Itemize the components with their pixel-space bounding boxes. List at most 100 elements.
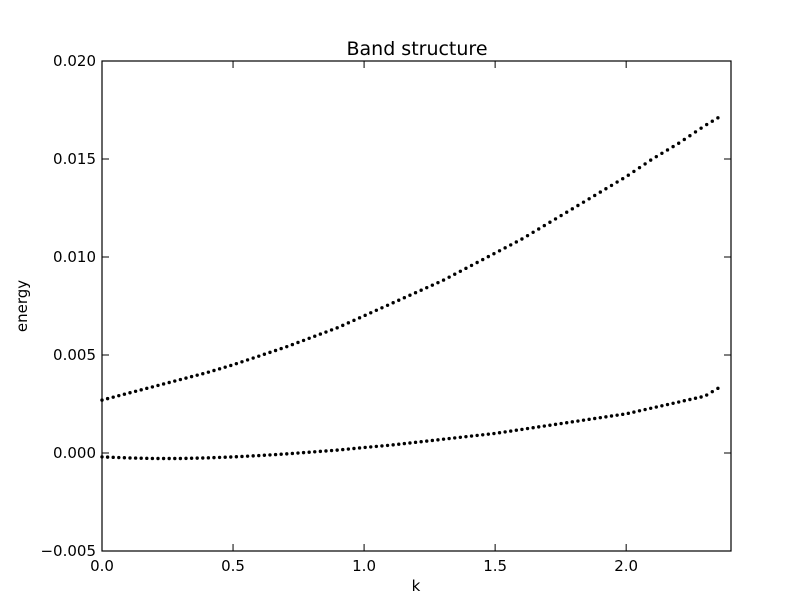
data-point xyxy=(273,452,278,457)
data-point xyxy=(682,399,687,403)
data-point xyxy=(268,350,272,355)
data-point xyxy=(682,137,687,142)
data-point xyxy=(335,326,339,330)
data-point xyxy=(671,401,675,405)
data-point xyxy=(660,404,664,408)
data-point xyxy=(167,380,171,385)
data-point xyxy=(553,217,558,221)
data-point xyxy=(217,455,222,460)
data-point xyxy=(223,365,227,369)
chart-title: Band structure xyxy=(346,38,487,60)
data-point xyxy=(419,439,423,444)
data-point xyxy=(324,449,328,453)
data-point xyxy=(290,451,295,456)
data-point xyxy=(441,278,446,282)
data-point xyxy=(565,210,569,214)
data-point xyxy=(413,291,418,295)
data-point xyxy=(537,425,541,429)
data-point xyxy=(402,296,407,300)
band-1 xyxy=(100,116,720,402)
data-point xyxy=(665,402,670,407)
x-tick-label: 2.0 xyxy=(614,557,638,575)
data-point xyxy=(464,266,468,271)
data-point xyxy=(548,423,552,427)
data-point xyxy=(710,119,714,123)
data-point xyxy=(626,411,631,416)
data-point xyxy=(296,340,300,345)
data-point xyxy=(245,454,250,458)
data-point xyxy=(117,393,121,398)
data-point xyxy=(324,330,328,334)
data-point xyxy=(693,396,698,400)
data-point xyxy=(397,442,401,446)
data-point xyxy=(352,318,356,323)
data-point xyxy=(346,321,351,325)
data-point xyxy=(234,361,239,366)
data-point xyxy=(447,436,451,441)
data-point xyxy=(626,173,631,177)
data-point xyxy=(593,193,597,198)
data-point xyxy=(369,445,373,449)
data-point xyxy=(458,435,463,440)
data-point xyxy=(313,450,317,454)
data-point xyxy=(430,283,435,287)
data-point xyxy=(699,395,703,399)
data-point xyxy=(469,263,474,268)
data-point xyxy=(150,456,155,461)
data-point xyxy=(699,126,703,130)
data-point xyxy=(509,429,513,433)
data-point xyxy=(548,220,552,224)
data-point xyxy=(514,428,519,432)
data-point xyxy=(133,389,138,393)
data-point xyxy=(279,452,283,456)
data-point xyxy=(441,437,446,441)
axis-ticks: 0.0 0.5 1.0 1.5 2.0 −0.005 0.000 0.005 0.010 0.01… xyxy=(40,52,731,575)
data-point xyxy=(632,169,636,174)
data-point xyxy=(145,386,149,391)
data-point xyxy=(262,453,267,457)
data-point xyxy=(621,412,625,417)
data-point xyxy=(161,456,166,461)
data-point xyxy=(285,452,289,456)
y-tick-label: 0.005 xyxy=(53,346,96,364)
data-point xyxy=(643,407,647,412)
data-point xyxy=(105,396,110,401)
data-point xyxy=(665,148,670,152)
data-point xyxy=(475,260,479,265)
data-point xyxy=(223,455,227,459)
x-tick-label: 1.5 xyxy=(483,557,507,575)
data-point xyxy=(453,436,457,440)
data-point xyxy=(503,246,507,250)
data-point xyxy=(576,419,580,423)
y-axis-label: energy xyxy=(13,280,31,332)
data-point xyxy=(615,180,619,184)
data-point xyxy=(391,301,395,305)
data-point xyxy=(385,443,390,448)
data-point xyxy=(212,368,216,373)
data-point xyxy=(346,447,351,451)
data-point xyxy=(654,405,659,409)
data-point xyxy=(716,386,720,391)
data-points xyxy=(100,116,720,461)
data-point xyxy=(704,393,709,397)
data-point xyxy=(710,389,714,394)
data-point xyxy=(615,413,619,417)
data-point xyxy=(654,154,659,159)
data-point xyxy=(329,448,334,453)
data-point xyxy=(251,454,255,458)
data-point xyxy=(486,254,491,259)
data-point xyxy=(128,456,132,460)
data-point xyxy=(587,417,591,422)
data-point xyxy=(486,432,491,436)
data-point xyxy=(609,183,614,188)
data-point xyxy=(604,415,608,419)
data-point xyxy=(688,397,692,402)
data-point xyxy=(290,342,295,347)
y-tick-label: 0.000 xyxy=(53,444,96,462)
data-point xyxy=(273,348,278,353)
data-point xyxy=(229,363,233,368)
data-point xyxy=(531,426,535,430)
data-point xyxy=(117,455,121,460)
data-point xyxy=(189,374,194,379)
data-point xyxy=(279,346,283,351)
